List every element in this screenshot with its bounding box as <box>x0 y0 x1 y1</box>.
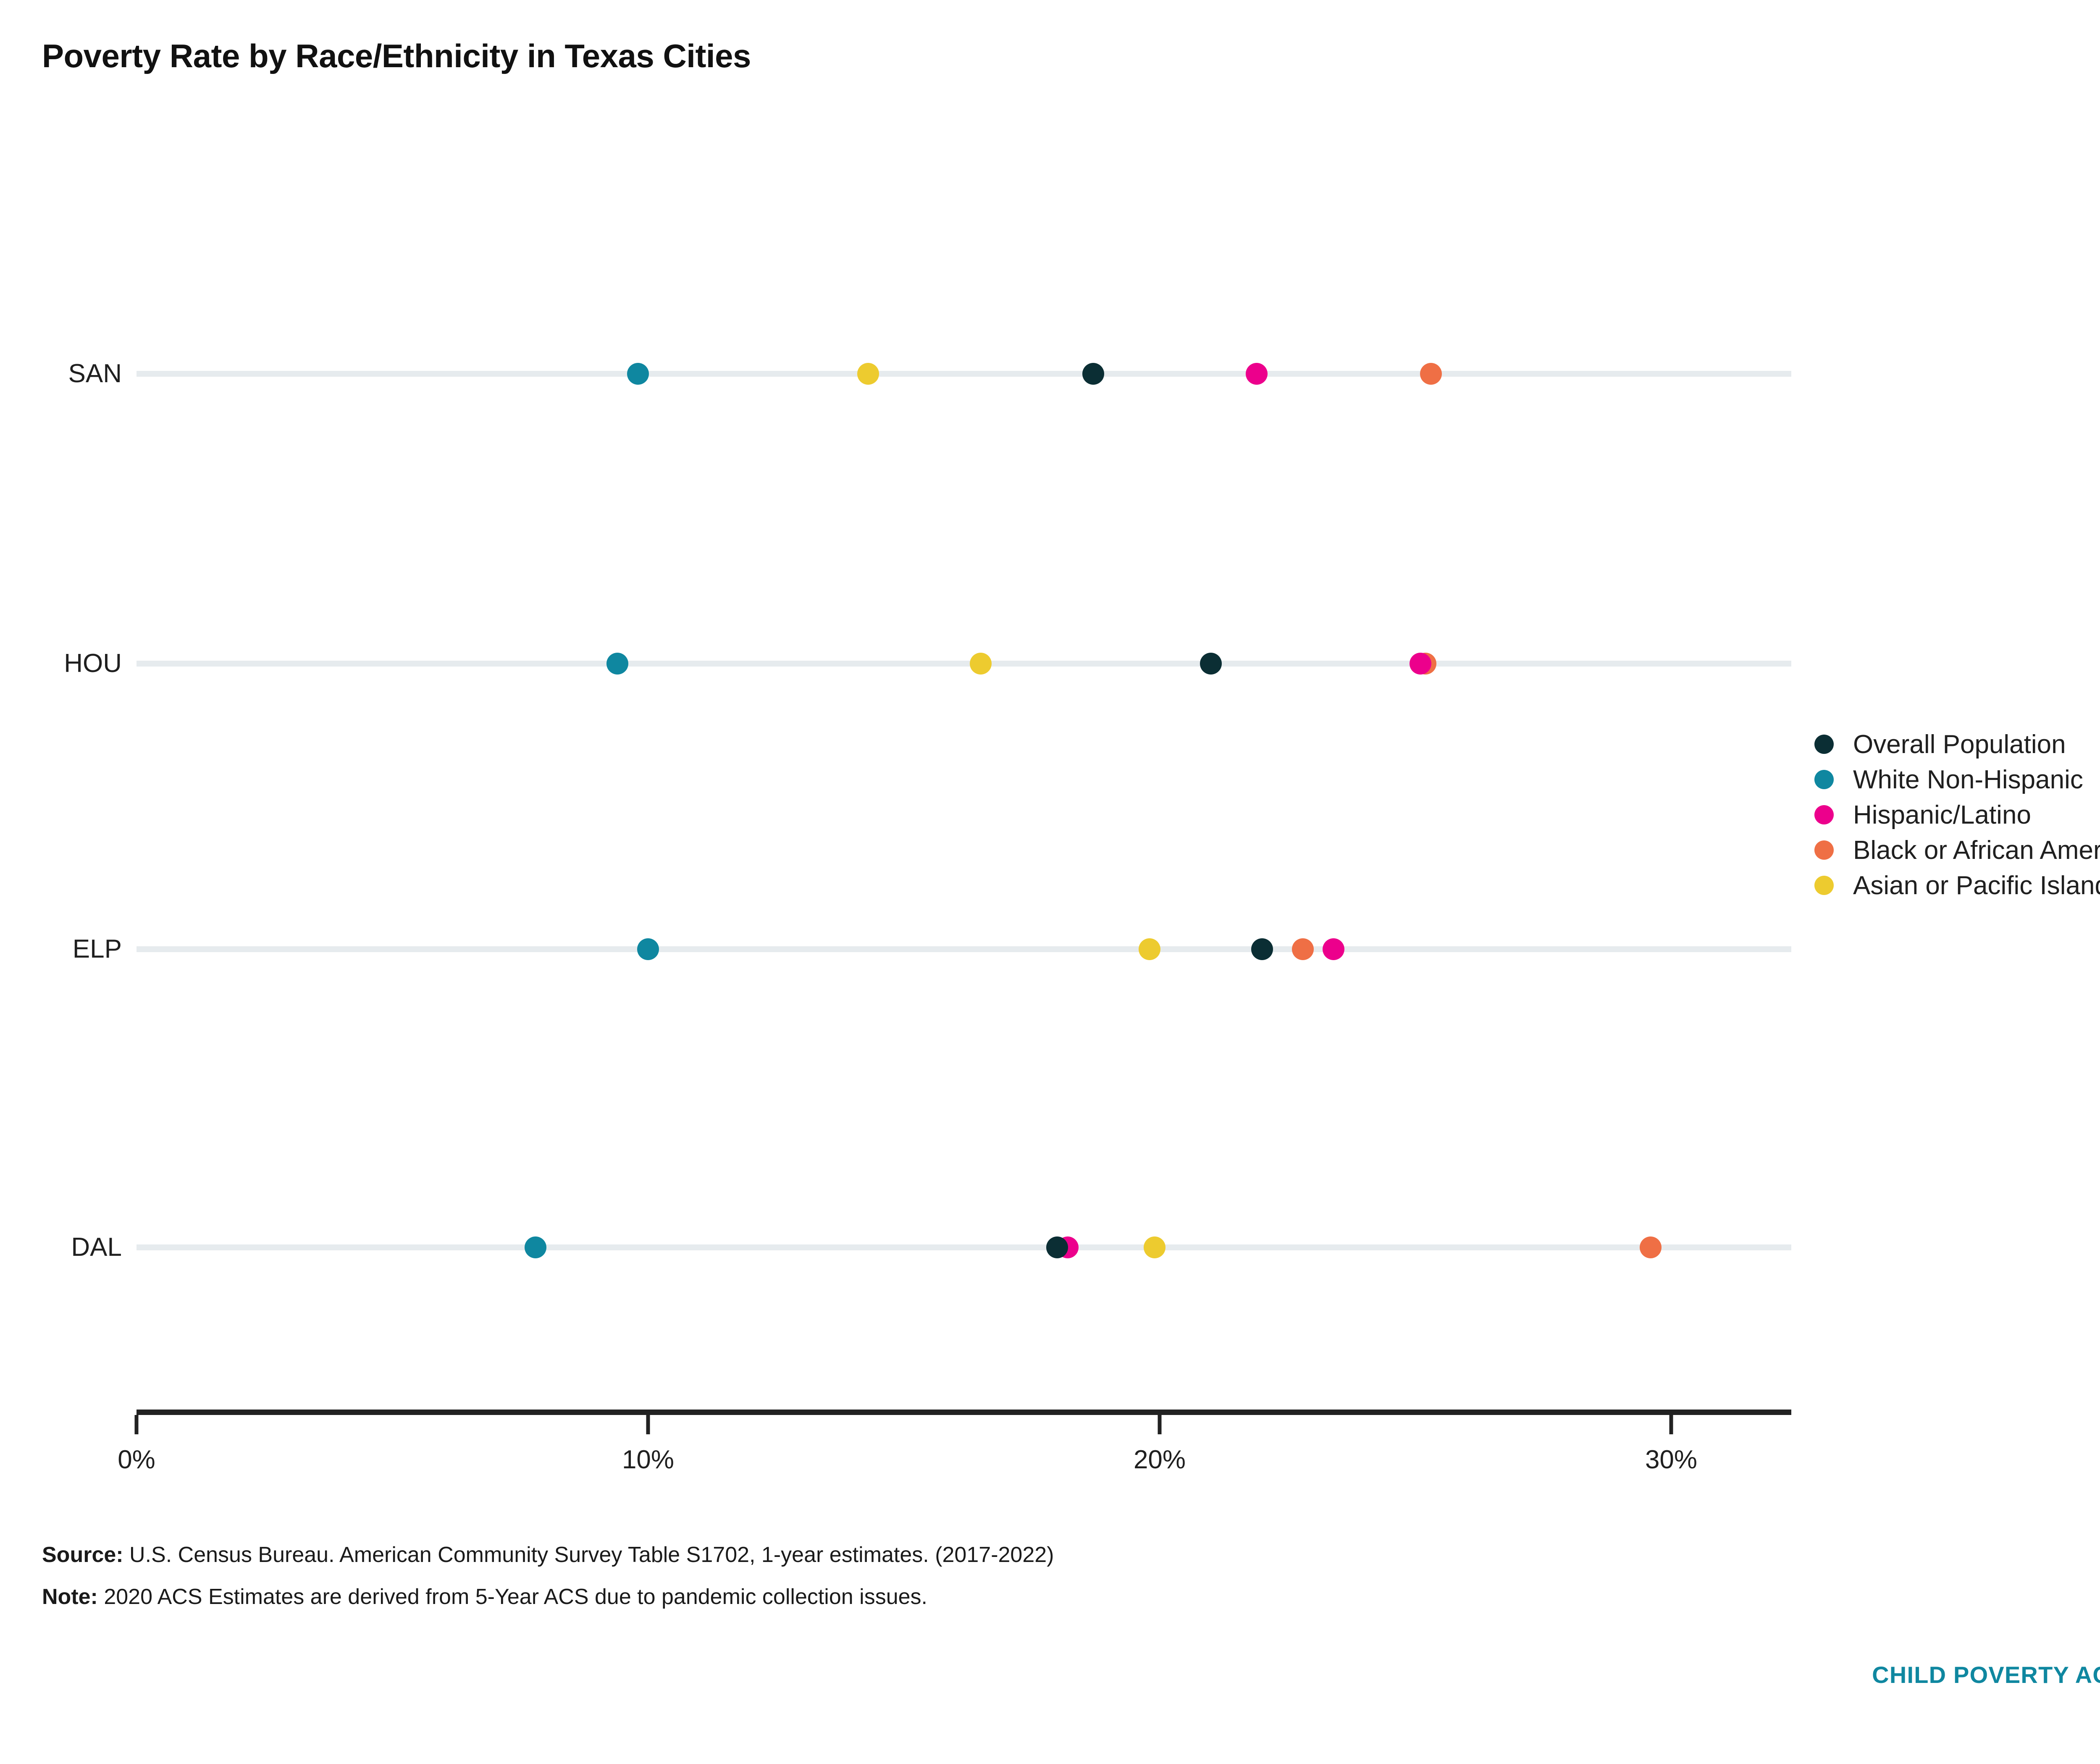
data-point[interactable] <box>857 363 879 385</box>
note-label: Note: <box>42 1585 98 1609</box>
y-axis-label-dal: DAL <box>71 1233 122 1262</box>
gridline-elp <box>136 946 1791 952</box>
data-point[interactable] <box>969 653 992 675</box>
x-axis-tick-label: 30% <box>1645 1445 1698 1474</box>
data-point[interactable] <box>1292 938 1314 960</box>
data-point[interactable] <box>1143 1236 1166 1258</box>
data-point[interactable] <box>1420 363 1442 385</box>
x-axis-tick <box>1158 1415 1162 1434</box>
legend-item[interactable]: Hispanic/Latino <box>1814 797 2100 832</box>
legend-item[interactable]: Asian or Pacific Islander <box>1814 868 2100 903</box>
y-axis-label-hou: HOU <box>64 649 122 678</box>
legend-label: Hispanic/Latino <box>1853 800 2031 830</box>
data-point[interactable] <box>606 653 628 675</box>
gridline-hou <box>136 661 1791 667</box>
brand-wordmark: CHILD POVERTY ACTION LAB <box>1872 1662 2100 1688</box>
x-axis-tick-label: 10% <box>622 1445 675 1474</box>
data-point[interactable] <box>1246 363 1268 385</box>
x-axis-tick <box>646 1415 650 1434</box>
x-axis-tick-label: 0% <box>118 1445 155 1474</box>
source-label: Source: <box>42 1543 123 1567</box>
data-point[interactable] <box>1323 938 1345 960</box>
page-title: Poverty Rate by Race/Ethnicity in Texas … <box>42 37 751 74</box>
x-axis-line <box>136 1410 1791 1415</box>
data-point[interactable] <box>1410 653 1432 675</box>
legend-swatch-icon <box>1814 805 1834 824</box>
chart-legend: Overall Population White Non-Hispanic Hisp… <box>1814 727 2100 903</box>
data-point[interactable] <box>1082 363 1104 385</box>
legend-label: Black or African American <box>1853 835 2100 865</box>
legend-swatch-icon <box>1814 770 1834 789</box>
data-point[interactable] <box>637 938 659 960</box>
x-axis-tick-label: 20% <box>1133 1445 1186 1474</box>
legend-label: Asian or Pacific Islander <box>1853 871 2100 900</box>
footnotes: Source: U.S. Census Bureau. American Com… <box>42 1542 1054 1626</box>
note-text: 2020 ACS Estimates are derived from 5-Ye… <box>97 1585 927 1609</box>
x-axis-tick <box>134 1415 139 1434</box>
y-axis-label-elp: ELP <box>72 934 122 963</box>
y-axis-label-san: SAN <box>68 359 122 388</box>
data-point[interactable] <box>1640 1236 1662 1258</box>
legend-label: White Non-Hispanic <box>1853 765 2083 794</box>
gridline-san <box>136 371 1791 377</box>
data-point[interactable] <box>1251 938 1273 960</box>
legend-item[interactable]: White Non-Hispanic <box>1814 762 2100 797</box>
gridline-dal <box>136 1244 1791 1250</box>
legend-swatch-icon <box>1814 876 1834 895</box>
legend-swatch-icon <box>1814 735 1834 754</box>
data-point[interactable] <box>1138 938 1160 960</box>
legend-label: Overall Population <box>1853 730 2066 759</box>
x-axis-tick <box>1669 1415 1673 1434</box>
legend-item[interactable]: Overall Population <box>1814 727 2100 762</box>
data-point[interactable] <box>1046 1236 1068 1258</box>
legend-swatch-icon <box>1814 840 1834 860</box>
data-point[interactable] <box>627 363 649 385</box>
methodology-note: Note: 2020 ACS Estimates are derived fro… <box>42 1584 1054 1609</box>
legend-item[interactable]: Black or African American <box>1814 832 2100 868</box>
source-note: Source: U.S. Census Bureau. American Com… <box>42 1542 1054 1567</box>
data-point[interactable] <box>1200 653 1222 675</box>
source-text: U.S. Census Bureau. American Community S… <box>123 1543 1054 1567</box>
data-point[interactable] <box>525 1236 547 1258</box>
